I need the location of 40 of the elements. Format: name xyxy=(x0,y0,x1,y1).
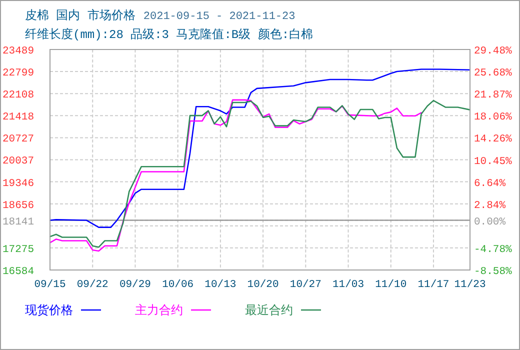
y-tick-label: 16584 xyxy=(2,266,34,278)
x-tick-label: 10/13 xyxy=(204,279,236,291)
y-tick-label: 18141 xyxy=(2,216,34,228)
x-tick-label: 11/17 xyxy=(418,279,450,291)
y2-tick-label: 29.48% xyxy=(474,46,513,58)
legend-label: 现货价格 xyxy=(25,304,73,318)
y2-tick-label: 25.68% xyxy=(474,68,513,80)
legend-label: 最近合约 xyxy=(245,304,293,318)
y-tick-label: 21418 xyxy=(2,112,34,124)
chart-title: 皮棉 国内 市场价格 xyxy=(25,8,136,23)
y2-tick-label: 21.87% xyxy=(474,90,513,102)
x-tick-label: 11/03 xyxy=(332,279,364,291)
y-tick-label: 20037 xyxy=(2,156,34,168)
x-tick-label: 09/29 xyxy=(119,279,151,291)
y2-tick-label: -8.58% xyxy=(474,266,513,278)
y2-tick-label: 18.06% xyxy=(474,112,513,124)
x-tick-label: 10/20 xyxy=(247,279,279,291)
y2-tick-label: 2.84% xyxy=(474,200,506,212)
legend-label: 主力合约 xyxy=(135,303,183,318)
y2-tick-label: 10.45% xyxy=(474,156,513,168)
y-tick-label: 23489 xyxy=(2,46,34,58)
y-tick-label: 17275 xyxy=(2,244,34,256)
line-series xyxy=(49,68,471,228)
text: 纤维长度(mm):28 品级:3 马克隆值:B级 颜色:白棉 xyxy=(25,27,314,42)
y-tick-label: 20727 xyxy=(2,134,34,146)
y2-tick-label: 0.00% xyxy=(474,216,506,228)
y-tick-label: 19346 xyxy=(2,178,34,190)
x-tick-label: 10/27 xyxy=(290,279,322,291)
x-tick-label: 11/10 xyxy=(375,279,407,291)
x-tick-label: 10/06 xyxy=(162,279,194,291)
y2-tick-label: 6.64% xyxy=(474,178,506,190)
y-tick-label: 22108 xyxy=(2,90,34,102)
x-tick-label: 09/22 xyxy=(76,279,108,291)
y2-tick-label: -4.78% xyxy=(474,244,513,256)
y-tick-label: 18656 xyxy=(2,200,34,212)
chart-subtitle: 2021-09-15 - 2021-11-23 xyxy=(143,11,296,23)
x-tick-label: 09/15 xyxy=(34,279,66,291)
y-tick-label: 22799 xyxy=(2,68,34,80)
y2-tick-label: 14.26% xyxy=(474,134,513,146)
x-tick-label: 11/23 xyxy=(454,279,486,291)
